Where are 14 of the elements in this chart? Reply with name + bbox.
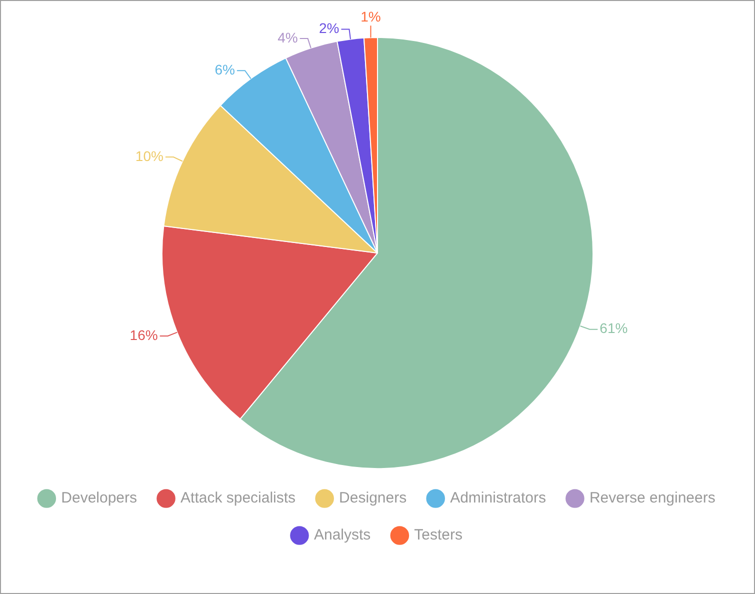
legend-label: Administrators xyxy=(450,490,546,507)
data-label: 6% xyxy=(214,61,235,78)
legend-label: Designers xyxy=(339,490,407,507)
data-label: 16% xyxy=(130,326,158,343)
legend-label: Reverse engineers xyxy=(589,490,716,507)
data-label: 1% xyxy=(360,8,381,24)
legend-label: Developers xyxy=(61,490,138,507)
data-label: 2% xyxy=(319,20,340,36)
legend-label: Analysts xyxy=(314,526,371,544)
legend-label: Attack specialists xyxy=(180,490,296,507)
data-label: 10% xyxy=(135,148,164,164)
data-label: 61% xyxy=(600,320,628,336)
data-label: 4% xyxy=(278,29,298,46)
legend-label: Testers xyxy=(414,526,463,544)
